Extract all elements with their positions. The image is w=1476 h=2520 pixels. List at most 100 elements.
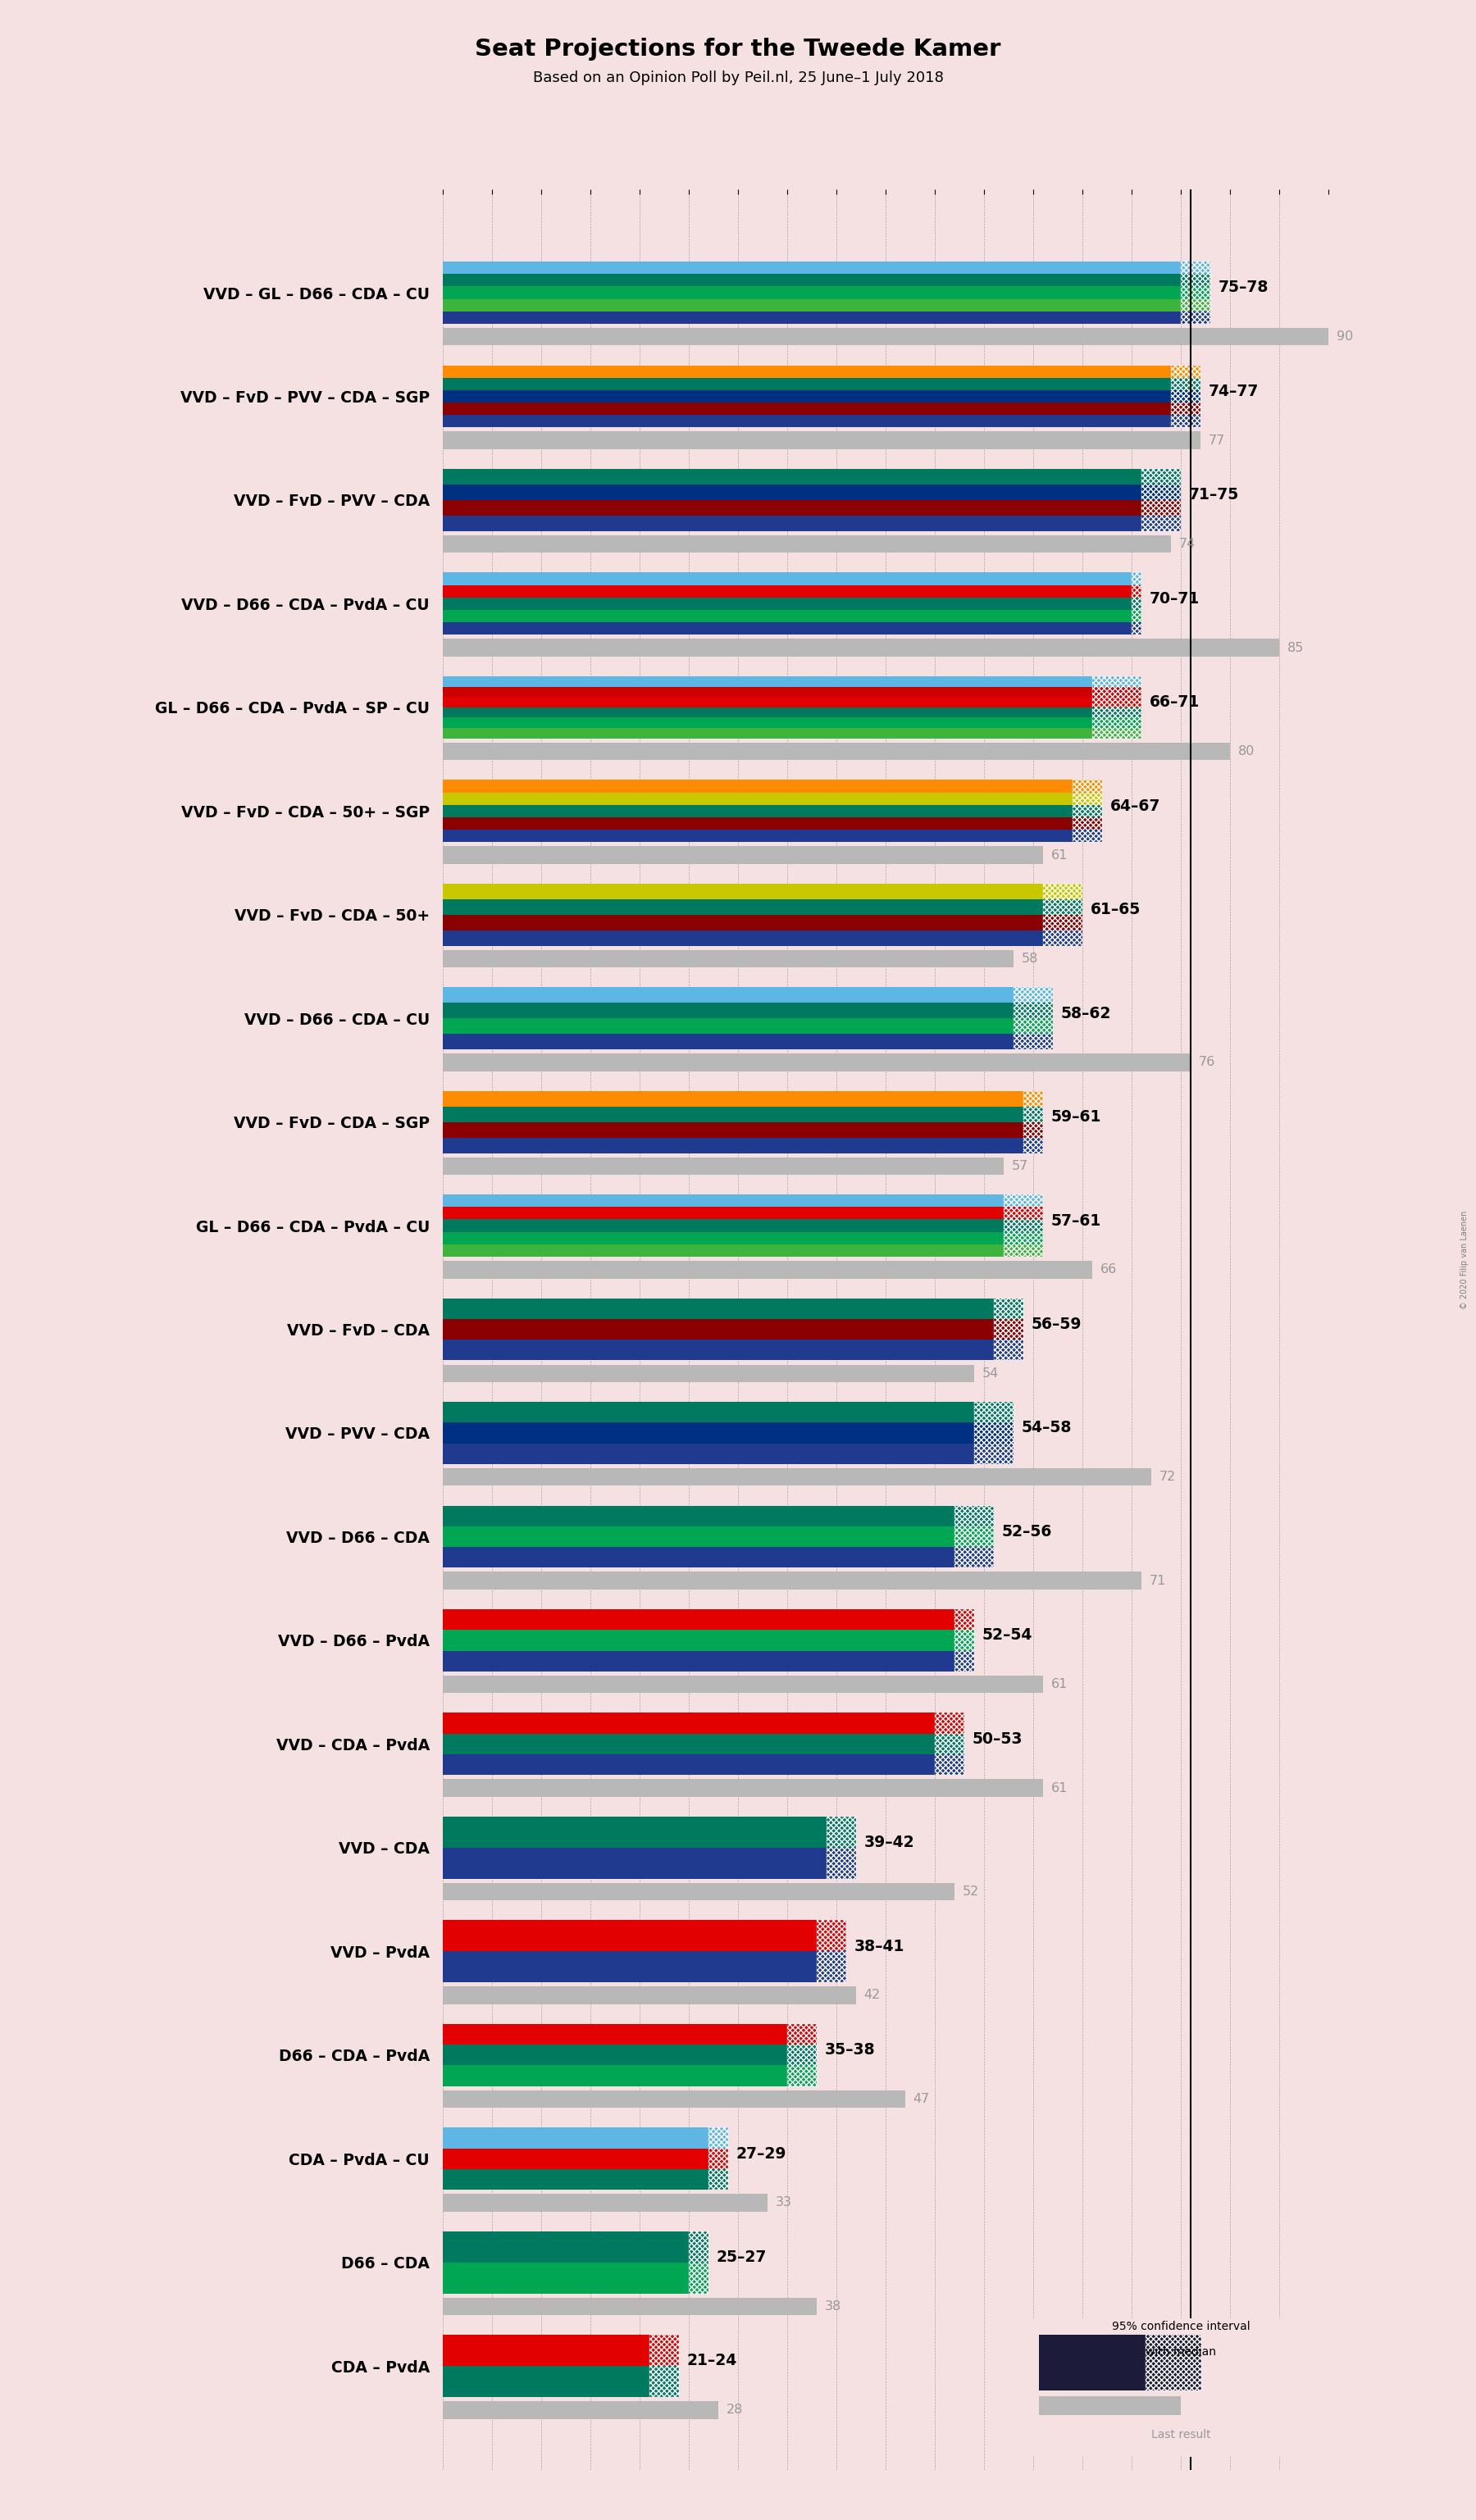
Bar — [1039, 2397, 1181, 2414]
Bar — [443, 791, 1103, 804]
Text: 52–56: 52–56 — [1002, 1525, 1052, 1540]
Bar — [1092, 675, 1141, 738]
Text: 56–59: 56–59 — [1032, 1315, 1082, 1333]
Text: Last result: Last result — [1151, 2429, 1210, 2442]
Bar — [443, 675, 1141, 685]
Bar — [934, 1714, 964, 1774]
Text: 58–62: 58–62 — [1061, 1005, 1111, 1021]
Text: 95% confidence interval: 95% confidence interval — [1111, 2321, 1250, 2334]
Text: 66: 66 — [1100, 1263, 1117, 1275]
Text: 74: 74 — [1179, 537, 1196, 549]
Text: 85: 85 — [1287, 643, 1303, 653]
Bar — [443, 2230, 708, 2263]
Bar — [708, 2127, 728, 2190]
Bar — [443, 1220, 1044, 1232]
Bar — [443, 779, 1103, 791]
Bar — [649, 2336, 679, 2397]
Text: 58: 58 — [1021, 953, 1038, 965]
Text: 27–29: 27–29 — [737, 2147, 787, 2162]
Text: 72: 72 — [1159, 1472, 1176, 1484]
Bar — [443, 930, 1082, 945]
Bar — [443, 1424, 1014, 1444]
Bar — [443, 2366, 679, 2397]
Bar — [443, 1847, 856, 1880]
Bar — [443, 1882, 955, 1900]
Text: 33: 33 — [775, 2197, 791, 2210]
Bar — [443, 1547, 993, 1567]
Bar — [443, 1401, 1014, 1424]
Bar — [443, 1651, 974, 1671]
Bar — [443, 610, 1141, 622]
Bar — [443, 1260, 1092, 1278]
Bar — [1181, 262, 1210, 323]
Bar — [443, 1572, 1141, 1590]
Bar — [443, 816, 1103, 829]
Bar — [816, 1920, 846, 1983]
Bar — [1170, 365, 1200, 428]
Bar — [443, 2263, 708, 2293]
Bar — [443, 1053, 1191, 1071]
Bar — [443, 1341, 1023, 1361]
Bar — [443, 728, 1141, 738]
Text: 54: 54 — [982, 1368, 999, 1378]
Bar — [827, 1817, 856, 1880]
Bar — [443, 1504, 993, 1527]
Text: 57: 57 — [1011, 1159, 1029, 1172]
Bar — [1014, 988, 1052, 1048]
Bar — [443, 328, 1328, 345]
Bar — [443, 585, 1141, 597]
Bar — [443, 1106, 1044, 1121]
Bar — [443, 391, 1200, 403]
Bar — [443, 1091, 1044, 1106]
Bar — [955, 1610, 974, 1671]
Text: 47: 47 — [914, 2092, 930, 2104]
Bar — [443, 915, 1082, 930]
Bar — [443, 718, 1141, 728]
Bar — [443, 300, 1210, 312]
Bar — [1044, 885, 1082, 945]
Bar — [443, 685, 1141, 698]
Text: 38: 38 — [825, 2301, 841, 2313]
Text: 76: 76 — [1199, 1056, 1215, 1068]
Bar — [689, 2230, 708, 2293]
Bar — [443, 1194, 1044, 1207]
Bar — [443, 1363, 974, 1381]
Bar — [443, 1121, 1044, 1137]
Text: 25–27: 25–27 — [716, 2250, 766, 2265]
Bar — [443, 2298, 816, 2316]
Bar — [443, 431, 1200, 449]
Text: Based on an Opinion Poll by Peil.nl, 25 June–1 July 2018: Based on an Opinion Poll by Peil.nl, 25 … — [533, 71, 943, 86]
Text: 39–42: 39–42 — [863, 1835, 915, 1850]
Text: 54–58: 54–58 — [1021, 1421, 1072, 1436]
Bar — [443, 2127, 728, 2147]
Bar — [443, 1779, 1044, 1797]
Bar — [443, 1714, 964, 1734]
Bar — [443, 2024, 816, 2044]
Text: 35–38: 35–38 — [825, 2041, 875, 2059]
Bar — [1004, 1194, 1044, 1257]
Bar — [443, 2147, 728, 2170]
Bar — [443, 1817, 856, 1847]
Bar — [443, 378, 1200, 391]
Text: 70–71: 70–71 — [1150, 590, 1200, 607]
Bar — [443, 804, 1103, 816]
Text: 71: 71 — [1150, 1575, 1166, 1588]
Text: 61: 61 — [1051, 849, 1067, 862]
Text: © 2020 Filip van Laenen: © 2020 Filip van Laenen — [1460, 1210, 1469, 1310]
Bar — [443, 597, 1141, 610]
Bar — [443, 1630, 974, 1651]
Bar — [443, 1018, 1052, 1033]
Text: 52: 52 — [962, 1885, 979, 1898]
Text: Seat Projections for the Tweede Kamer: Seat Projections for the Tweede Kamer — [475, 38, 1001, 60]
Bar — [443, 2089, 905, 2107]
Bar — [443, 1245, 1044, 1257]
Bar — [443, 1298, 1023, 1318]
Text: 57–61: 57–61 — [1051, 1212, 1101, 1227]
Text: 64–67: 64–67 — [1110, 799, 1160, 814]
Bar — [443, 1232, 1044, 1245]
Bar — [443, 2170, 728, 2190]
Bar — [443, 1676, 1044, 1693]
Bar — [1141, 469, 1181, 532]
Bar — [443, 517, 1181, 532]
Bar — [443, 403, 1200, 416]
